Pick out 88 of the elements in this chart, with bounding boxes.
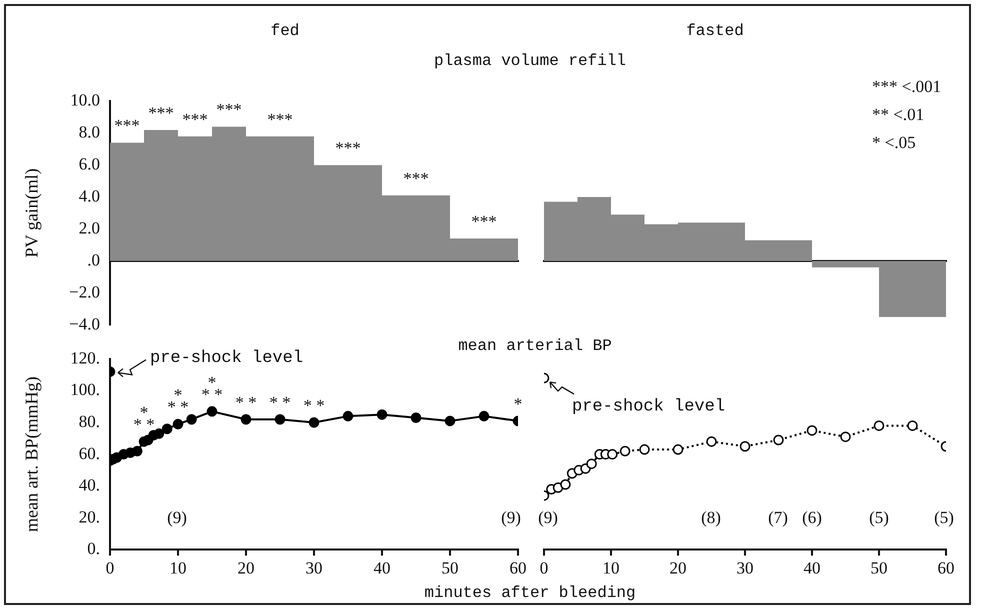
x-tick-label: 0 [106,558,114,578]
annotation: *** [267,110,293,129]
y-tick-label: 0. [87,539,100,558]
point [560,479,571,490]
x-tick-label: 40 [804,558,820,578]
point [607,449,618,460]
point [806,425,818,436]
point [206,406,218,417]
annotation: ** <.01 [872,104,924,126]
point [342,410,354,422]
y-tick-label: 4.0 [78,186,100,206]
point [154,428,164,439]
y-tick-label: 2.0 [78,218,100,238]
point [172,418,184,430]
y-tick-label: 60. [78,444,100,463]
annotation: *** [335,138,361,158]
annotation: * * [303,396,325,415]
x-tick-label: 0 [540,558,548,578]
annotation: (7) [768,508,788,528]
x-tick-label: 10 [170,558,186,578]
annotation: (5) [934,508,954,528]
point [186,414,197,425]
annotation: * [514,394,522,414]
x-tick-label: 30 [736,558,754,578]
x-tick-label: 20 [238,558,254,578]
annotation: pre-shock level [572,398,726,417]
y-tick-label: 10.0 [70,90,100,110]
y-axis-title: PV gain(ml) [22,168,42,258]
point [672,444,684,455]
point [478,410,490,422]
chart-title: fasted [686,22,744,40]
x-tick-label: 40 [374,558,390,578]
y-axis-title: mean art. BP(mmHg) [22,376,42,532]
y-tick-label: −4.0 [69,314,100,334]
text: *** <.001 [872,76,942,98]
point [308,417,320,428]
y-tick-label: −2.0 [69,282,100,302]
annotation: *** [403,168,429,188]
y-tick-label: 20. [78,507,100,526]
y-tick-label: 120. [70,348,100,368]
annotation: * <.05 [872,132,916,154]
annotation: (5) [869,508,889,528]
point [162,424,172,434]
chart-subtitle: plasma volume refill [434,52,626,70]
annotation: pre-shock level [150,349,304,368]
annotation: * * [235,392,257,412]
point [620,446,630,456]
annotation: *** [114,116,140,136]
x-tick-label: 20 [670,558,686,578]
annotation: (8) [701,508,721,528]
point [840,432,851,442]
x-tick-label: 30 [306,558,322,578]
x-tick-label: 60 [510,558,526,578]
chart-title: fed [270,22,300,40]
y-tick-label: 100. [70,380,100,400]
x-tick-label: 10 [602,558,620,578]
point [240,414,252,425]
point [907,420,918,431]
annotation: *** [182,110,208,129]
point [410,412,422,424]
point [773,434,784,446]
point [706,436,717,447]
annotation: *** [148,103,174,122]
x-tick-label: 60 [938,558,954,578]
y-tick-label: 40. [78,476,100,495]
annotation: (6) [802,508,822,528]
chart-title: mean arterial BP [458,337,612,355]
point [639,444,650,455]
point [274,414,286,425]
x-tick-label: 50 [442,558,458,578]
y-tick-label: 8.0 [78,122,100,142]
point [740,441,750,452]
point [376,409,388,420]
y-tick-label: 80. [78,412,100,431]
annotation: *** [216,100,242,120]
y-tick-label: .0 [87,250,100,270]
point [132,446,142,456]
point [586,458,597,470]
annotation: * * [269,392,291,412]
annotation: *** [471,212,497,232]
point [444,416,456,426]
annotation: (9) [501,508,521,528]
x-tick-label: 50 [870,558,888,578]
annotation: (9) [538,508,558,528]
x-axis-title: minutes after bleeding [424,584,636,602]
point [874,420,884,431]
annotation: (9) [167,508,187,528]
y-tick-label: 6.0 [78,154,100,174]
